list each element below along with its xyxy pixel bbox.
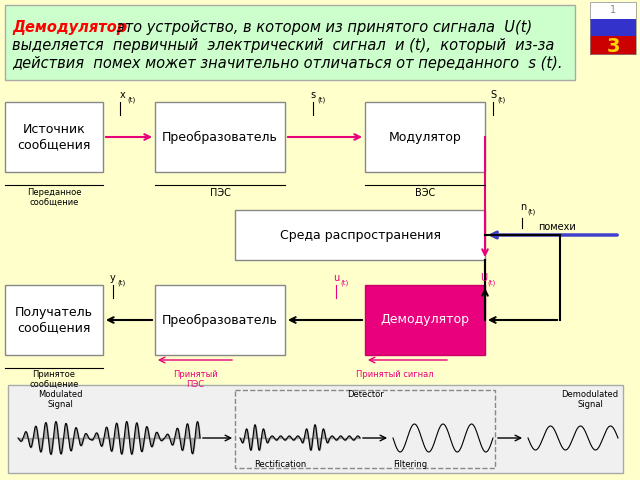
Text: Демодулятор: Демодулятор — [381, 313, 470, 326]
Text: n: n — [520, 202, 526, 212]
Bar — [5, 102, 103, 172]
Bar — [155, 285, 285, 355]
Text: помехи: помехи — [538, 222, 576, 232]
Text: Преобразователь: Преобразователь — [162, 313, 278, 326]
Text: это устройство, в котором из принятого сигнала  U(t): это устройство, в котором из принятого с… — [112, 20, 532, 35]
Text: Источник
сообщения: Источник сообщения — [17, 123, 91, 151]
Text: ВЭС: ВЭС — [415, 188, 435, 198]
Text: Rectification: Rectification — [254, 460, 306, 469]
Text: выделяется  первичный  электрический  сигнал  и (t),  который  из-за: выделяется первичный электрический сигна… — [12, 38, 554, 53]
Text: Принятый сигнал: Принятый сигнал — [356, 370, 434, 379]
Text: (t): (t) — [127, 96, 135, 103]
Text: x: x — [120, 90, 125, 100]
Bar — [590, 36, 636, 55]
Text: (t): (t) — [497, 96, 505, 103]
Text: действия  помех может значительно отличаться от переданного  s (t).: действия помех может значительно отличат… — [12, 56, 563, 71]
Text: Демодулятор: Демодулятор — [12, 20, 127, 35]
Bar — [155, 102, 285, 172]
Text: S: S — [490, 90, 496, 100]
Bar — [590, 2, 636, 19]
Text: ПЭС: ПЭС — [209, 188, 230, 198]
Bar — [365, 102, 485, 172]
Bar — [5, 5, 575, 80]
Text: Detector: Detector — [347, 390, 383, 399]
Text: Модулятор: Модулятор — [388, 131, 461, 144]
Bar — [590, 2, 636, 54]
Bar — [8, 385, 623, 473]
Text: (t): (t) — [487, 279, 495, 286]
Text: 1: 1 — [610, 5, 616, 15]
Text: s: s — [310, 90, 315, 100]
Text: Преобразователь: Преобразователь — [162, 131, 278, 144]
Bar — [5, 285, 103, 355]
Text: Среда распространения: Среда распространения — [280, 228, 440, 241]
Text: Переданное
сообщение: Переданное сообщение — [27, 188, 81, 207]
Text: (t): (t) — [340, 279, 348, 286]
Text: (t): (t) — [527, 208, 535, 215]
Text: Modulated
Signal: Modulated Signal — [38, 390, 83, 409]
Text: Получатель
сообщения: Получатель сообщения — [15, 306, 93, 334]
Bar — [235, 210, 485, 260]
Text: u: u — [333, 273, 339, 283]
Text: Demodulated
Signal: Demodulated Signal — [561, 390, 619, 409]
Text: y: y — [110, 273, 116, 283]
Text: U: U — [480, 273, 487, 283]
Text: (t): (t) — [117, 279, 125, 286]
Text: Filtering: Filtering — [393, 460, 427, 469]
Bar — [235, 390, 495, 468]
Text: Принятый
ПЭС: Принятый ПЭС — [173, 370, 218, 389]
Text: Принятое
сообщение: Принятое сообщение — [29, 370, 79, 389]
Text: 3: 3 — [606, 37, 620, 57]
Bar — [365, 285, 485, 355]
Text: (t): (t) — [317, 96, 325, 103]
Bar — [590, 19, 636, 36]
